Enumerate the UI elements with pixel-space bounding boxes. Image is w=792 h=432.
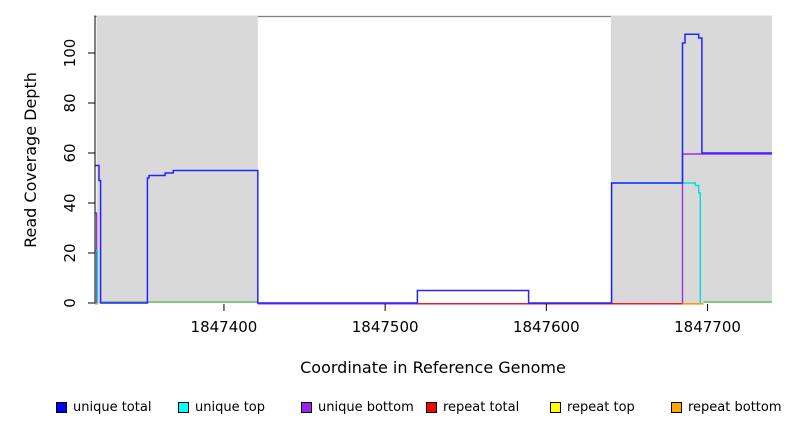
shaded-region-2 [610,15,772,303]
y-tick-label-20: 20 [61,243,79,263]
series-unique-bottom-seg1 [95,212,98,303]
legend-swatch-repeat-bottom [671,402,682,413]
x-tick-label-1847700: 1847700 [674,318,741,336]
legend-label-unique-bottom: unique bottom [318,400,414,415]
legend-label-unique-total: unique total [73,400,152,415]
legend-label-repeat-top: repeat top [567,400,635,415]
legend-swatch-unique-bottom [301,402,312,413]
x-tick-label-1847500: 1847500 [351,318,419,336]
legend-label-unique-top: unique top [195,400,266,415]
y-axis-title: Read Coverage Depth [21,72,40,248]
x-tick-label-1847600: 1847600 [512,318,580,336]
legend-swatch-unique-total [56,402,67,413]
legend-label-repeat-bottom: repeat bottom [688,400,782,415]
x-tick-label-1847400: 1847400 [190,318,258,336]
y-tick-label-0: 0 [61,298,79,308]
legend-label-repeat-total: repeat total [443,400,520,415]
y-tick-label-40: 40 [61,193,79,213]
x-axis-title: Coordinate in Reference Genome [300,358,566,377]
y-tick-label-60: 60 [61,143,79,163]
shaded-region-1 [96,15,258,303]
y-tick-label-100: 100 [61,38,79,68]
series-unique-top-seg1 [95,249,99,303]
y-tick-label-80: 80 [61,93,79,113]
series-unique-total-seg1 [95,33,772,304]
legend: unique total unique top unique bottom repea… [0,400,792,422]
legend-swatch-repeat-top [550,402,561,413]
legend-swatch-repeat-total [426,402,437,413]
legend-swatch-unique-top [178,402,189,413]
